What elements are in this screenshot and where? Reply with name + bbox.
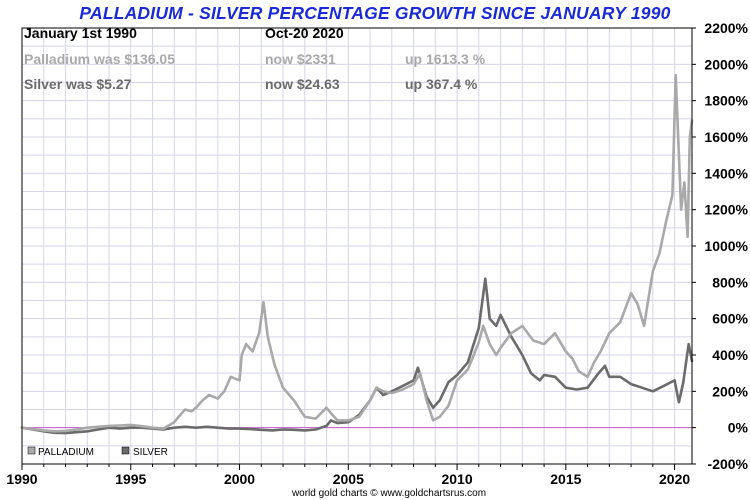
y-tick-label: 800% (712, 274, 748, 290)
footer-credit: world gold charts © www.goldchartsrus.co… (291, 488, 486, 499)
y-tick-label: 600% (712, 311, 748, 327)
x-tick-label: 1990 (6, 471, 37, 487)
y-tick-label: 200% (712, 383, 748, 399)
silver-now-price: now $24.63 (265, 76, 340, 92)
legend-label-palladium: PALLADIUM (38, 447, 94, 458)
chart-title: PALLADIUM - SILVER PERCENTAGE GROWTH SIN… (79, 3, 671, 23)
y-tick-label: 2200% (704, 20, 748, 36)
start-date-label: January 1st 1990 (24, 25, 137, 41)
info-panel: January 1st 1990 Oct-20 2020 Palladium w… (24, 25, 486, 92)
y-axis: 2200% 2000% 1800% 1600% 1400% 1200% 1000% 800% 6… (692, 20, 749, 472)
x-tick-label: 2020 (659, 471, 690, 487)
y-tick-label: 0% (728, 420, 749, 436)
x-tick-label: 2000 (224, 471, 255, 487)
legend: PALLADIUM SILVER (27, 446, 168, 458)
x-tick-label: 2015 (550, 471, 581, 487)
silver-change: up 367.4 % (405, 76, 478, 92)
series-line-palladium (20, 73, 694, 433)
y-tick-label: 400% (712, 347, 748, 363)
y-tick-label: 2000% (704, 56, 748, 72)
palladium-now-price: now $2331 (265, 51, 336, 67)
series-layer (20, 73, 694, 435)
x-tick-label: 2005 (333, 471, 364, 487)
end-date-label: Oct-20 2020 (265, 25, 344, 41)
y-tick-label: 1200% (704, 202, 748, 218)
y-tick-label: 1600% (704, 129, 748, 145)
palladium-start-price: Palladium was $136.05 (24, 51, 175, 67)
x-tick-label: 2010 (441, 471, 472, 487)
palladium-change: up 1613.3 % (405, 51, 486, 67)
silver-start-price: Silver was $5.27 (24, 76, 132, 92)
y-tick-label: 1000% (704, 238, 748, 254)
grid (22, 27, 692, 465)
legend-label-silver: SILVER (133, 447, 168, 458)
legend-swatch-silver (121, 446, 130, 455)
y-tick-label: -200% (708, 456, 749, 472)
y-tick-label: 1400% (704, 165, 748, 181)
x-axis: 1990 1995 2000 2005 2010 2015 2020 (6, 464, 690, 487)
legend-swatch-palladium (27, 446, 36, 455)
x-tick-label: 1995 (115, 471, 146, 487)
y-tick-label: 1800% (704, 93, 748, 109)
